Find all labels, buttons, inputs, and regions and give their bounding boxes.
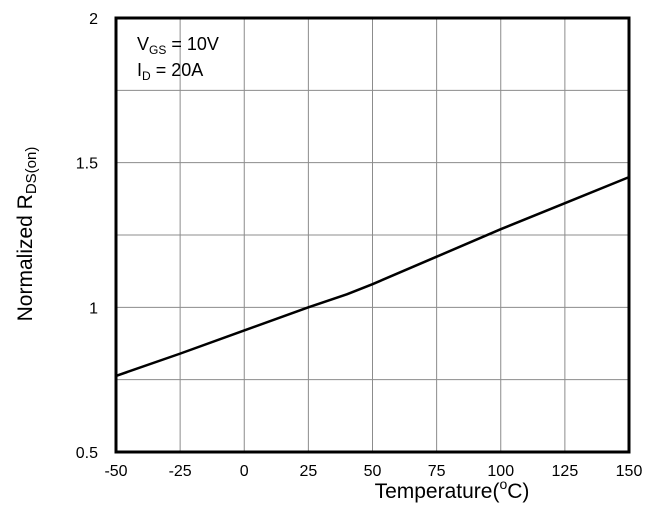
annotation-id-sub: D [142,69,151,83]
y-axis-title-sub: DS(on) [23,147,40,195]
x-tick-label: 100 [487,463,514,480]
x-tick-label: -50 [104,463,127,480]
x-tick-label: 125 [552,463,579,480]
x-tick-label: -25 [169,463,192,480]
y-axis-title: Normalized RDS(on) [14,147,40,322]
annotation-vgs-rest: = 10V [166,34,219,54]
annotation-vgs-main: V [137,34,149,54]
tick-layer: -50 -25 0 25 50 75 100 125 150 0.5 1 1.5 2 [76,11,643,480]
annotation-vgs: VGS = 10V [137,34,219,57]
annotation-vgs-sub: GS [149,43,166,57]
grid-layer [116,18,629,452]
annotation-id-main: I [137,60,142,80]
x-axis-title: Temperature(oC) [375,476,530,503]
x-tick-label: 0 [240,463,249,480]
annotation-id: ID = 20A [137,60,203,83]
series-layer [115,175,630,378]
x-tick-label: 25 [299,463,317,480]
x-tick-label: 75 [428,463,446,480]
annotation-id-rest: = 20A [151,60,204,80]
y-tick-label: 1.5 [76,156,98,173]
y-tick-label: 0.5 [76,445,98,462]
plot-frame [114,16,631,454]
x-axis-title-after: C) [507,480,529,503]
y-tick-label: 2 [89,11,98,28]
x-tick-label: 150 [616,463,643,480]
y-axis-title-main: Normalized R [14,194,37,321]
series-line [115,175,630,378]
y-tick-label: 1 [89,300,98,317]
x-axis-title-main: Temperature( [375,480,500,503]
x-axis-title-sup: o [499,476,507,492]
x-tick-label: 50 [364,463,382,480]
